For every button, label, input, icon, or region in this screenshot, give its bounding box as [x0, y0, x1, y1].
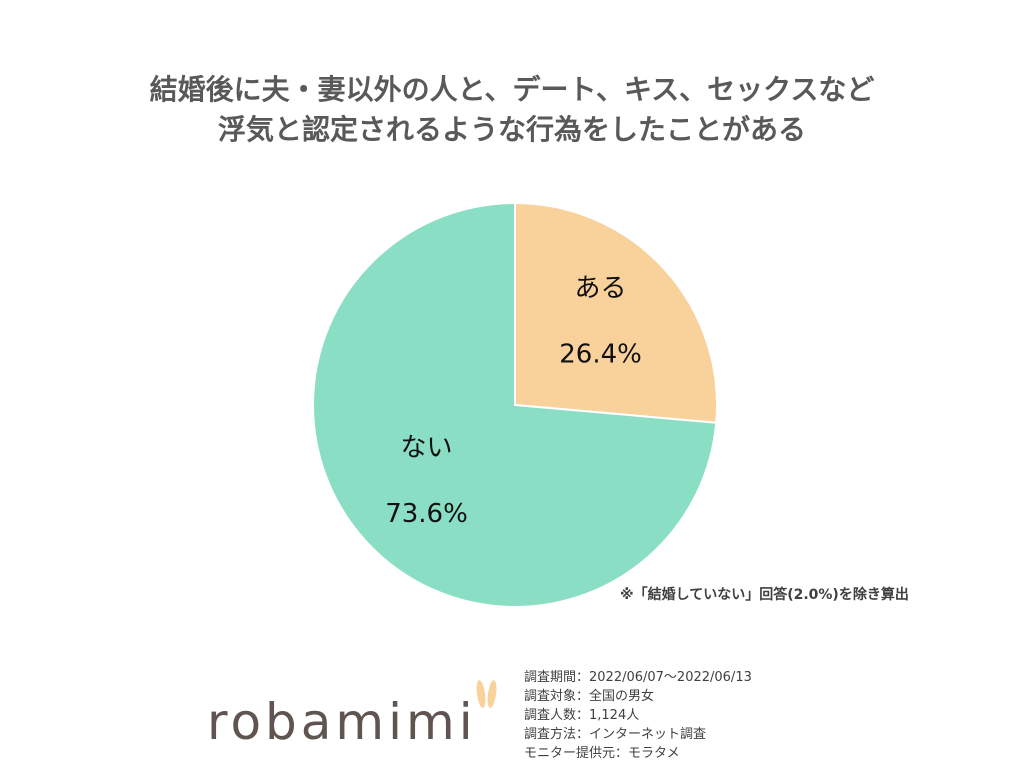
pie-slice-0 [514, 201, 718, 424]
pie-label-0: ある [575, 274, 627, 304]
rabbit-ears-icon [476, 680, 497, 708]
footnote: ※「結婚していない」回答(2.0%)を除き算出 [620, 587, 909, 603]
survey-info: 調査期間：2022/06/07～2022/06/13 調査対象：全国の男女 調査… [524, 668, 752, 763]
pie-label-1: ない [400, 433, 452, 463]
pie-slice-1 [312, 201, 718, 608]
pie-value-label-1: 73.6% [385, 499, 468, 529]
pie-value-label-0: 26.4% [559, 340, 642, 370]
survey-method: 調査方法：インターネット調査 [524, 727, 707, 742]
chart-title: 結婚後に夫・妻以外の人と、デート、キス、セックスなど 浮気と認定されるような行為… [0, 70, 1024, 150]
survey-target: 調査対象：全国の男女 [524, 689, 655, 704]
chart-title-line-1: 結婚後に夫・妻以外の人と、デート、キス、セックスなど [149, 73, 875, 106]
chart-title-line-2: 浮気と認定されるような行為をしたことがある [217, 113, 806, 146]
survey-period: 調査期間：2022/06/07～2022/06/13 [524, 670, 752, 685]
robamimi-logo: robamimi [207, 693, 477, 751]
survey-count: 調査人数：1,124人 [524, 708, 640, 723]
survey-provider: モニター提供元：モラタメ [524, 746, 680, 761]
